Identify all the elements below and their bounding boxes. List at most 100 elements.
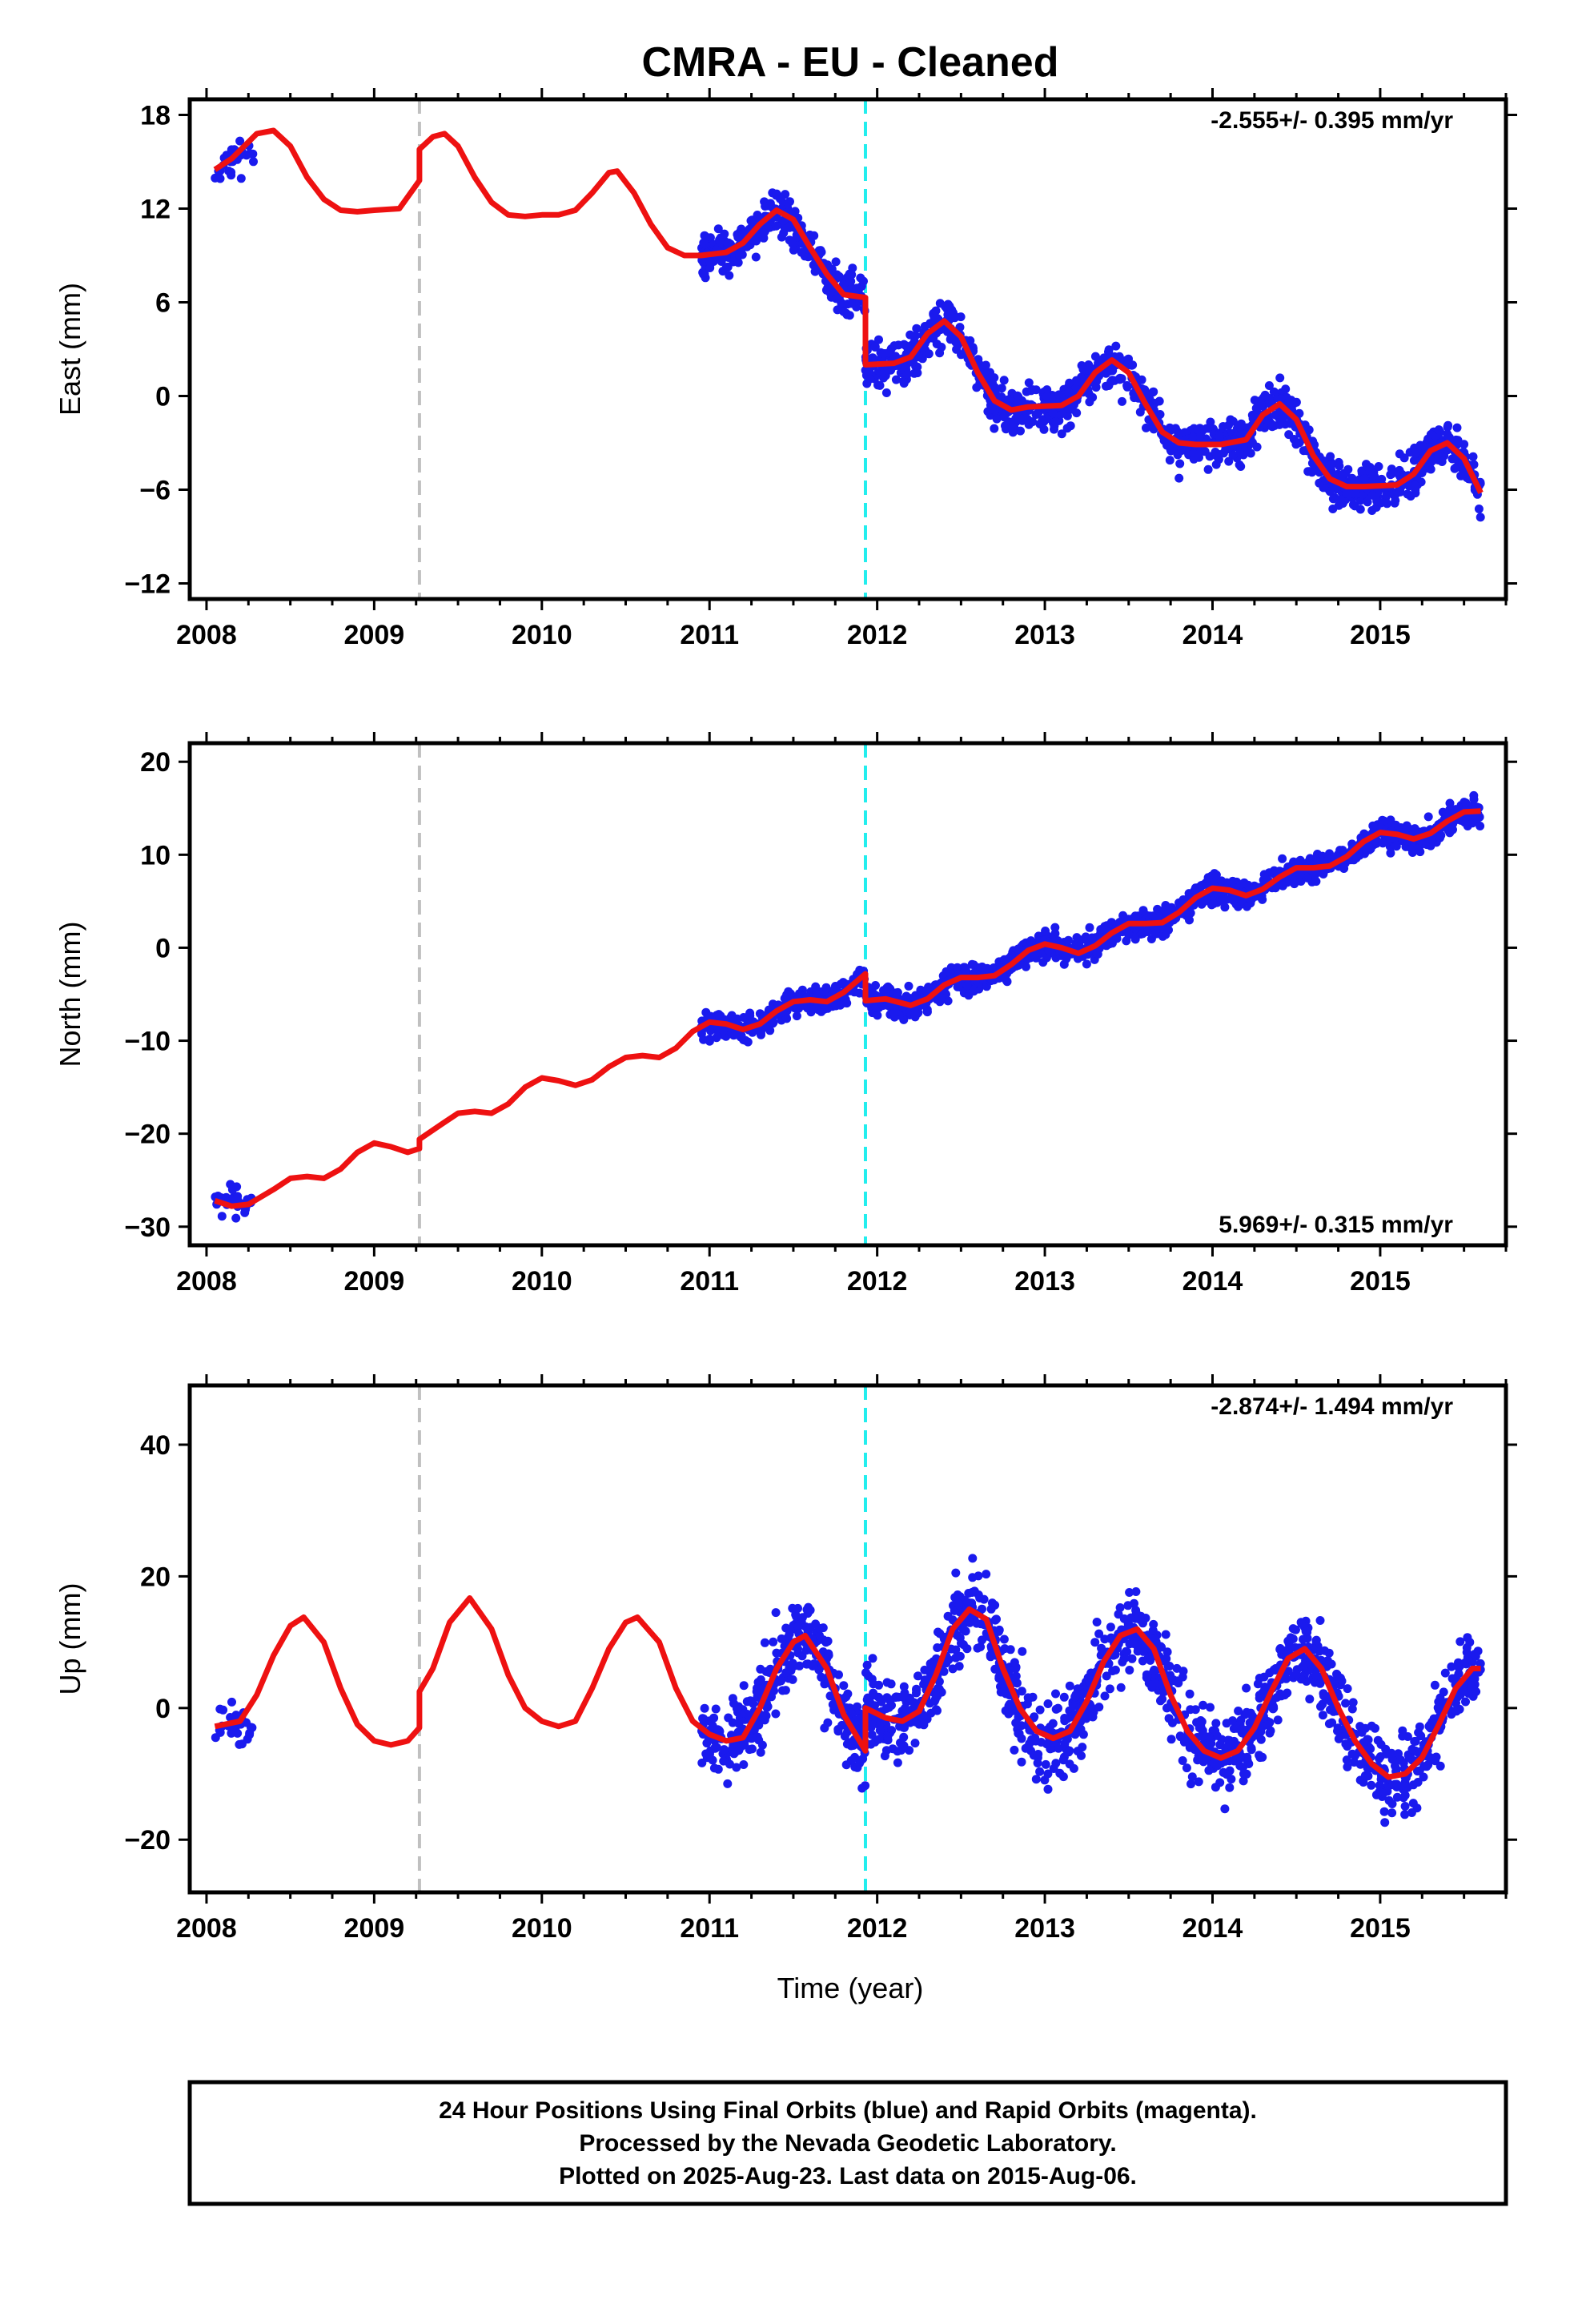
up-data-point xyxy=(1335,1673,1345,1683)
up-data-point xyxy=(1211,1783,1220,1792)
up-data-point xyxy=(1227,1775,1236,1784)
up-data-point xyxy=(1065,1759,1074,1769)
east-data-point xyxy=(997,384,1006,393)
up-data-point xyxy=(1375,1781,1384,1790)
up-data-point xyxy=(1301,1626,1311,1636)
up-data-point xyxy=(1347,1704,1357,1714)
up-data-point xyxy=(748,1744,757,1754)
up-data-point xyxy=(1222,1719,1231,1728)
up-data-point xyxy=(1204,1732,1214,1742)
up-data-point xyxy=(815,1630,824,1640)
east-data-point xyxy=(733,232,743,242)
east-data-point xyxy=(1468,452,1478,461)
north-data-point xyxy=(873,1011,882,1020)
up-data-point xyxy=(979,1594,989,1604)
east-data-point xyxy=(1215,432,1224,441)
east-data-point xyxy=(931,306,941,316)
up-data-point xyxy=(1147,1683,1157,1692)
east-data-point xyxy=(699,238,709,247)
east-data-point xyxy=(1338,470,1347,480)
north-data-point xyxy=(961,964,970,974)
up-data-point xyxy=(1206,1703,1215,1712)
up-data-point xyxy=(710,1743,720,1753)
up-data-point xyxy=(882,1693,892,1703)
up-data-point xyxy=(1456,1690,1465,1699)
up-data-point xyxy=(1235,1753,1245,1763)
north-data-point xyxy=(909,993,919,1002)
up-data-point xyxy=(1430,1680,1439,1690)
up-data-point xyxy=(1400,1791,1410,1800)
up-data-point xyxy=(962,1644,972,1654)
north-data-point xyxy=(871,981,880,990)
footer-line-2: Processed by the Nevada Geodetic Laborat… xyxy=(579,2130,1116,2157)
up-data-point xyxy=(841,1692,851,1702)
up-data-point xyxy=(1175,1731,1185,1741)
up-data-point xyxy=(733,1727,743,1737)
up-data-point xyxy=(1060,1714,1070,1723)
up-data-point xyxy=(719,1756,729,1766)
east-data-point xyxy=(1042,392,1052,401)
north-data-point xyxy=(969,987,978,996)
up-data-point xyxy=(1243,1752,1252,1762)
north-x-tick-label: 2013 xyxy=(1014,1266,1075,1297)
up-data-point xyxy=(1225,1783,1235,1792)
up-data-point xyxy=(840,1731,849,1741)
up-data-point xyxy=(1010,1658,1019,1667)
north-x-tick-label: 2011 xyxy=(680,1266,739,1297)
up-data-point xyxy=(855,1759,864,1768)
north-data-point xyxy=(1258,895,1267,904)
north-data-point xyxy=(1199,897,1208,907)
up-data-point xyxy=(954,1598,962,1608)
up-data-point xyxy=(1431,1756,1440,1766)
east-data-point xyxy=(249,157,258,167)
up-data-point xyxy=(1031,1775,1041,1784)
up-data-point xyxy=(1454,1658,1463,1667)
up-data-point xyxy=(1150,1665,1159,1675)
east-data-point xyxy=(1206,417,1215,427)
east-data-point xyxy=(1284,430,1294,440)
north-data-point xyxy=(1427,835,1436,844)
north-data-point xyxy=(1006,951,1016,961)
north-data-point xyxy=(1000,955,1009,964)
up-data-point xyxy=(933,1691,942,1701)
east-data-point xyxy=(1064,404,1074,413)
north-data-point xyxy=(718,1026,728,1035)
north-data-point xyxy=(1311,877,1321,887)
east-data-point xyxy=(880,366,889,376)
up-data-point xyxy=(1296,1618,1306,1627)
up-data-point xyxy=(1092,1618,1102,1626)
up-data-point xyxy=(1305,1695,1315,1704)
up-data-point xyxy=(1316,1702,1325,1711)
north-data-point xyxy=(1386,815,1395,825)
north-plot-frame xyxy=(187,741,1508,1248)
east-data-point xyxy=(831,257,841,267)
up-data-point xyxy=(1187,1772,1197,1782)
up-data-point xyxy=(1447,1662,1456,1671)
up-data-point xyxy=(1211,1726,1220,1735)
east-x-tick-label: 2009 xyxy=(344,620,405,650)
up-data-point xyxy=(1408,1780,1418,1790)
up-data-point xyxy=(1108,1667,1118,1675)
footer-line-1: 24 Hour Positions Using Final Orbits (bl… xyxy=(439,2097,1257,2124)
up-data-point xyxy=(1394,1749,1403,1759)
east-data-point xyxy=(1071,376,1081,385)
east-data-point xyxy=(1270,421,1279,430)
east-panel: 2008 2009 2010 2011 2012 2013 2014 2015−12−6061… xyxy=(54,88,1517,650)
north-data-point xyxy=(1378,815,1387,825)
up-data-point xyxy=(1131,1587,1141,1596)
east-x-tick-label: 2014 xyxy=(1182,620,1243,650)
east-data-point xyxy=(1399,453,1409,463)
up-data-point xyxy=(978,1635,986,1645)
x-axis-label: Time (year) xyxy=(777,1972,924,2004)
up-data-point xyxy=(1398,1731,1407,1741)
up-data-point xyxy=(724,1713,733,1723)
east-data-point xyxy=(1474,505,1484,513)
up-data-point xyxy=(1284,1638,1294,1648)
east-data-point xyxy=(1032,409,1042,419)
up-data-point xyxy=(825,1691,835,1701)
up-data-point xyxy=(1288,1624,1298,1634)
up-data-point xyxy=(711,1704,721,1714)
up-data-point xyxy=(1035,1705,1045,1715)
up-data-point xyxy=(1258,1752,1267,1762)
east-data-point xyxy=(718,254,728,263)
